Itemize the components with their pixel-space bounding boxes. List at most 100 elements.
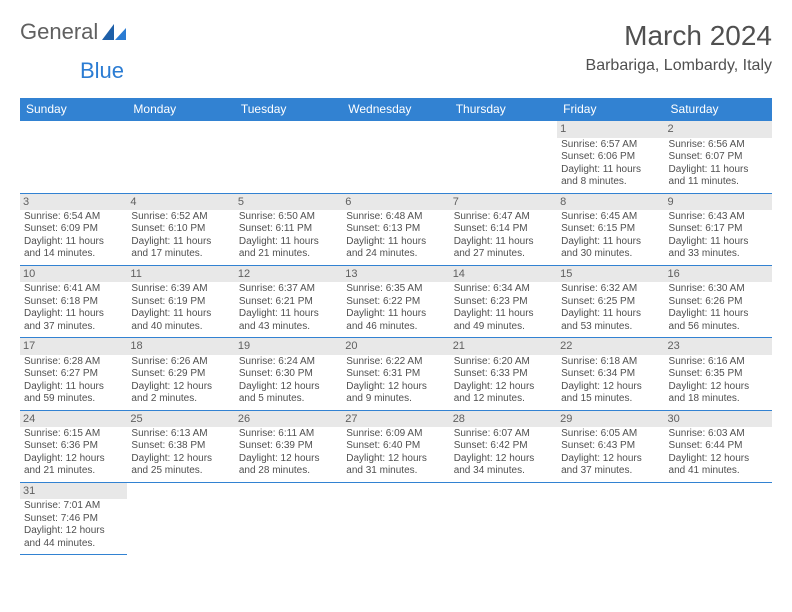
day-sunset: Sunset: 6:26 PM — [669, 296, 768, 309]
day-day2: and 56 minutes. — [669, 321, 768, 334]
day-sunset: Sunset: 6:13 PM — [346, 223, 445, 236]
day-sunrise: Sunrise: 6:32 AM — [561, 283, 660, 296]
calendar-empty-cell — [235, 121, 342, 193]
page-subtitle: Barbariga, Lombardy, Italy — [586, 56, 772, 77]
day-day2: and 33 minutes. — [669, 248, 768, 261]
day-day1: Daylight: 12 hours — [561, 453, 660, 466]
day-day2: and 43 minutes. — [239, 321, 338, 334]
day-sunset: Sunset: 6:27 PM — [24, 368, 123, 381]
day-day2: and 27 minutes. — [454, 248, 553, 261]
day-day1: Daylight: 11 hours — [454, 236, 553, 249]
day-day1: Daylight: 11 hours — [669, 308, 768, 321]
day-sunrise: Sunrise: 6:18 AM — [561, 356, 660, 369]
day-number: 10 — [20, 266, 127, 282]
calendar-day-cell: 18Sunrise: 6:26 AMSunset: 6:29 PMDayligh… — [127, 338, 234, 410]
calendar-day-cell: 22Sunrise: 6:18 AMSunset: 6:34 PMDayligh… — [557, 338, 664, 410]
calendar-empty-cell — [342, 482, 449, 554]
day-day1: Daylight: 11 hours — [24, 236, 123, 249]
day-day2: and 30 minutes. — [561, 248, 660, 261]
day-sunset: Sunset: 6:31 PM — [346, 368, 445, 381]
day-sunrise: Sunrise: 6:24 AM — [239, 356, 338, 369]
weekday-header: Thursday — [450, 98, 557, 122]
calendar-day-cell: 5Sunrise: 6:50 AMSunset: 6:11 PMDaylight… — [235, 193, 342, 265]
day-sunrise: Sunrise: 6:13 AM — [131, 428, 230, 441]
day-day2: and 59 minutes. — [24, 393, 123, 406]
day-day2: and 12 minutes. — [454, 393, 553, 406]
day-day2: and 21 minutes. — [24, 465, 123, 478]
calendar-day-cell: 30Sunrise: 6:03 AMSunset: 6:44 PMDayligh… — [665, 410, 772, 482]
calendar-day-cell: 15Sunrise: 6:32 AMSunset: 6:25 PMDayligh… — [557, 265, 664, 337]
day-day1: Daylight: 11 hours — [24, 308, 123, 321]
day-day1: Daylight: 11 hours — [346, 308, 445, 321]
day-sunrise: Sunrise: 6:56 AM — [669, 139, 768, 152]
weekday-header: Wednesday — [342, 98, 449, 122]
day-day1: Daylight: 11 hours — [669, 164, 768, 177]
calendar-body: 1Sunrise: 6:57 AMSunset: 6:06 PMDaylight… — [20, 121, 772, 554]
day-sunrise: Sunrise: 6:57 AM — [561, 139, 660, 152]
day-number: 30 — [665, 411, 772, 427]
calendar-day-cell: 9Sunrise: 6:43 AMSunset: 6:17 PMDaylight… — [665, 193, 772, 265]
calendar-day-cell: 27Sunrise: 6:09 AMSunset: 6:40 PMDayligh… — [342, 410, 449, 482]
day-sunset: Sunset: 6:18 PM — [24, 296, 123, 309]
day-number: 7 — [450, 194, 557, 210]
day-number: 27 — [342, 411, 449, 427]
day-sunrise: Sunrise: 6:20 AM — [454, 356, 553, 369]
day-day2: and 53 minutes. — [561, 321, 660, 334]
day-day2: and 46 minutes. — [346, 321, 445, 334]
day-day2: and 25 minutes. — [131, 465, 230, 478]
weekday-header: Saturday — [665, 98, 772, 122]
day-day1: Daylight: 11 hours — [239, 308, 338, 321]
day-sunrise: Sunrise: 6:11 AM — [239, 428, 338, 441]
day-day1: Daylight: 12 hours — [669, 453, 768, 466]
calendar-day-cell: 4Sunrise: 6:52 AMSunset: 6:10 PMDaylight… — [127, 193, 234, 265]
weekday-header: Tuesday — [235, 98, 342, 122]
day-number: 26 — [235, 411, 342, 427]
day-sunset: Sunset: 6:23 PM — [454, 296, 553, 309]
day-number: 17 — [20, 338, 127, 354]
day-sunrise: Sunrise: 7:01 AM — [24, 500, 123, 513]
calendar-empty-cell — [665, 482, 772, 554]
day-number: 1 — [557, 121, 664, 137]
logo-text-2: Blue — [80, 58, 124, 83]
day-day1: Daylight: 12 hours — [24, 453, 123, 466]
calendar-day-cell: 13Sunrise: 6:35 AMSunset: 6:22 PMDayligh… — [342, 265, 449, 337]
day-number: 3 — [20, 194, 127, 210]
day-day2: and 28 minutes. — [239, 465, 338, 478]
day-sunset: Sunset: 6:34 PM — [561, 368, 660, 381]
calendar-day-cell: 23Sunrise: 6:16 AMSunset: 6:35 PMDayligh… — [665, 338, 772, 410]
day-number: 31 — [20, 483, 127, 499]
calendar-empty-cell — [342, 121, 449, 193]
calendar-day-cell: 6Sunrise: 6:48 AMSunset: 6:13 PMDaylight… — [342, 193, 449, 265]
day-day2: and 14 minutes. — [24, 248, 123, 261]
calendar-week-row: 3Sunrise: 6:54 AMSunset: 6:09 PMDaylight… — [20, 193, 772, 265]
page-title: March 2024 — [586, 18, 772, 54]
day-sunset: Sunset: 6:39 PM — [239, 440, 338, 453]
day-sunset: Sunset: 6:42 PM — [454, 440, 553, 453]
day-sunset: Sunset: 6:25 PM — [561, 296, 660, 309]
day-day2: and 44 minutes. — [24, 538, 123, 551]
day-sunrise: Sunrise: 6:39 AM — [131, 283, 230, 296]
weekday-header: Sunday — [20, 98, 127, 122]
day-sunset: Sunset: 6:15 PM — [561, 223, 660, 236]
day-day1: Daylight: 12 hours — [239, 453, 338, 466]
day-sunrise: Sunrise: 6:05 AM — [561, 428, 660, 441]
day-day2: and 8 minutes. — [561, 176, 660, 189]
day-sunset: Sunset: 6:44 PM — [669, 440, 768, 453]
day-sunrise: Sunrise: 6:52 AM — [131, 211, 230, 224]
day-sunset: Sunset: 6:36 PM — [24, 440, 123, 453]
day-sunrise: Sunrise: 6:43 AM — [669, 211, 768, 224]
day-day2: and 41 minutes. — [669, 465, 768, 478]
day-sunset: Sunset: 6:38 PM — [131, 440, 230, 453]
day-day1: Daylight: 12 hours — [669, 381, 768, 394]
calendar-day-cell: 14Sunrise: 6:34 AMSunset: 6:23 PMDayligh… — [450, 265, 557, 337]
day-number: 14 — [450, 266, 557, 282]
day-sunrise: Sunrise: 6:34 AM — [454, 283, 553, 296]
day-number: 18 — [127, 338, 234, 354]
weekday-header: Friday — [557, 98, 664, 122]
calendar-day-cell: 12Sunrise: 6:37 AMSunset: 6:21 PMDayligh… — [235, 265, 342, 337]
calendar-empty-cell — [450, 121, 557, 193]
calendar-week-row: 17Sunrise: 6:28 AMSunset: 6:27 PMDayligh… — [20, 338, 772, 410]
day-number: 4 — [127, 194, 234, 210]
day-sunset: Sunset: 7:46 PM — [24, 513, 123, 526]
day-day1: Daylight: 12 hours — [346, 381, 445, 394]
